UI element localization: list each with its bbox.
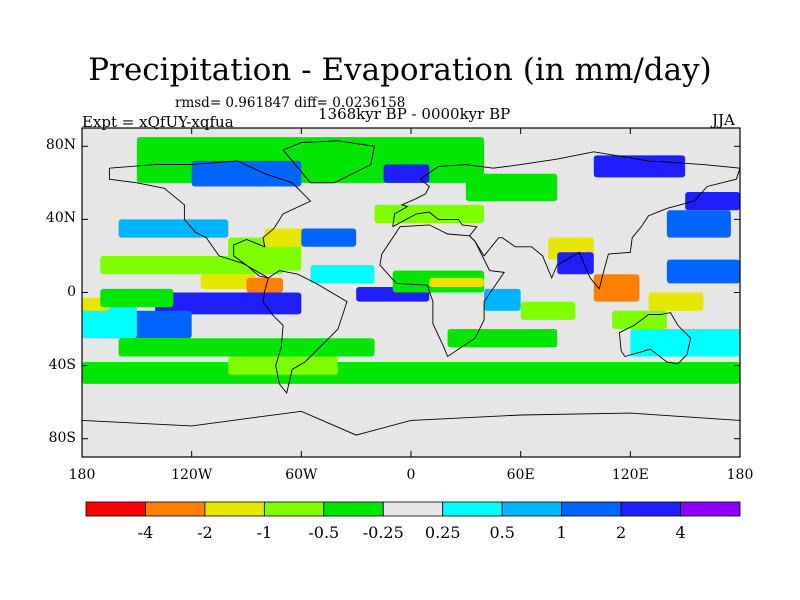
colorbar-label: 0.5 [489,523,515,542]
colorbar-swatch [145,501,206,517]
colorbar-label: 1 [556,523,567,542]
field-region [136,137,485,183]
field-region [429,277,485,288]
coastline [392,151,741,290]
field-region [191,160,302,187]
x-tick-label: 180 [68,467,96,483]
field-region [228,356,338,375]
experiment-label: Expt = xQfUY-xqfua [82,113,234,131]
field-region [593,155,686,178]
season-label: JJA [712,111,735,129]
field-region [82,361,740,384]
x-tick-label: 60E [506,467,535,483]
y-tick-label: 80N [45,137,76,154]
colorbar-label: -2 [197,523,213,542]
coastline [379,224,505,358]
colorbar-swatch [501,501,563,517]
coastline [282,140,375,184]
y-tick-label: 0 [67,283,76,300]
field-region [520,301,576,320]
x-tick-label: 0 [406,467,416,483]
field-region [666,210,731,238]
coastline [108,160,312,279]
colorbar-swatch [263,501,325,517]
field-region [612,310,667,330]
field-region [374,204,485,224]
period-label: 1368kyr BP - 0000kyr BP [318,105,511,123]
colorbar-label: 4 [675,523,686,542]
coastline [262,270,348,395]
field-region [447,329,558,348]
field-region [100,255,284,275]
field-region [593,274,640,302]
field-region [200,274,256,289]
colorbar-label: -0.5 [308,523,340,542]
colorbar-swatch [204,501,265,517]
coastline [618,312,692,365]
field-region [100,288,174,308]
colorbar [85,501,741,517]
colorbar-label: -4 [137,523,154,542]
colorbar-swatch [620,501,681,517]
field-region [465,173,558,202]
stats-line: rmsd= 0.961847 diff= 0.0236158 [175,95,406,111]
chart-title: Precipitation - Evaporation (in mm/day) [88,52,712,88]
x-tick-label: 120W [171,467,213,483]
x-tick-label: 120E [611,467,649,483]
colorbar-swatch [382,501,444,517]
colorbar-swatch [680,501,741,517]
field-region [310,265,375,284]
x-tick-label: 180 [726,467,754,483]
coastlines [81,140,741,436]
axis-ticks [81,128,741,457]
colorbar-swatch [561,501,622,517]
field-region [557,252,594,275]
field-region [301,228,357,247]
colorbar-swatch [442,501,503,517]
field-region [630,329,740,357]
coastline [81,410,741,436]
colorbar-label: -0.25 [362,523,404,542]
field-region [666,259,740,284]
colorbar-swatch [85,501,146,517]
field-region [484,288,521,311]
colorbar-label: 0.25 [424,523,461,542]
field-region [648,292,704,311]
y-tick-label: 80S [48,429,76,446]
field-region [118,338,375,357]
colorbar-swatch [323,501,384,517]
field-region [118,219,229,238]
colorbar-label: 2 [615,523,627,542]
y-tick-label: 40N [45,210,76,227]
map-field-layer [82,128,740,457]
field-region [383,164,430,183]
field-region [246,277,284,293]
y-tick-label: 40S [48,356,76,373]
field-region [155,292,302,315]
colorbar-label: -1 [256,523,273,542]
x-tick-label: 60W [285,467,318,483]
